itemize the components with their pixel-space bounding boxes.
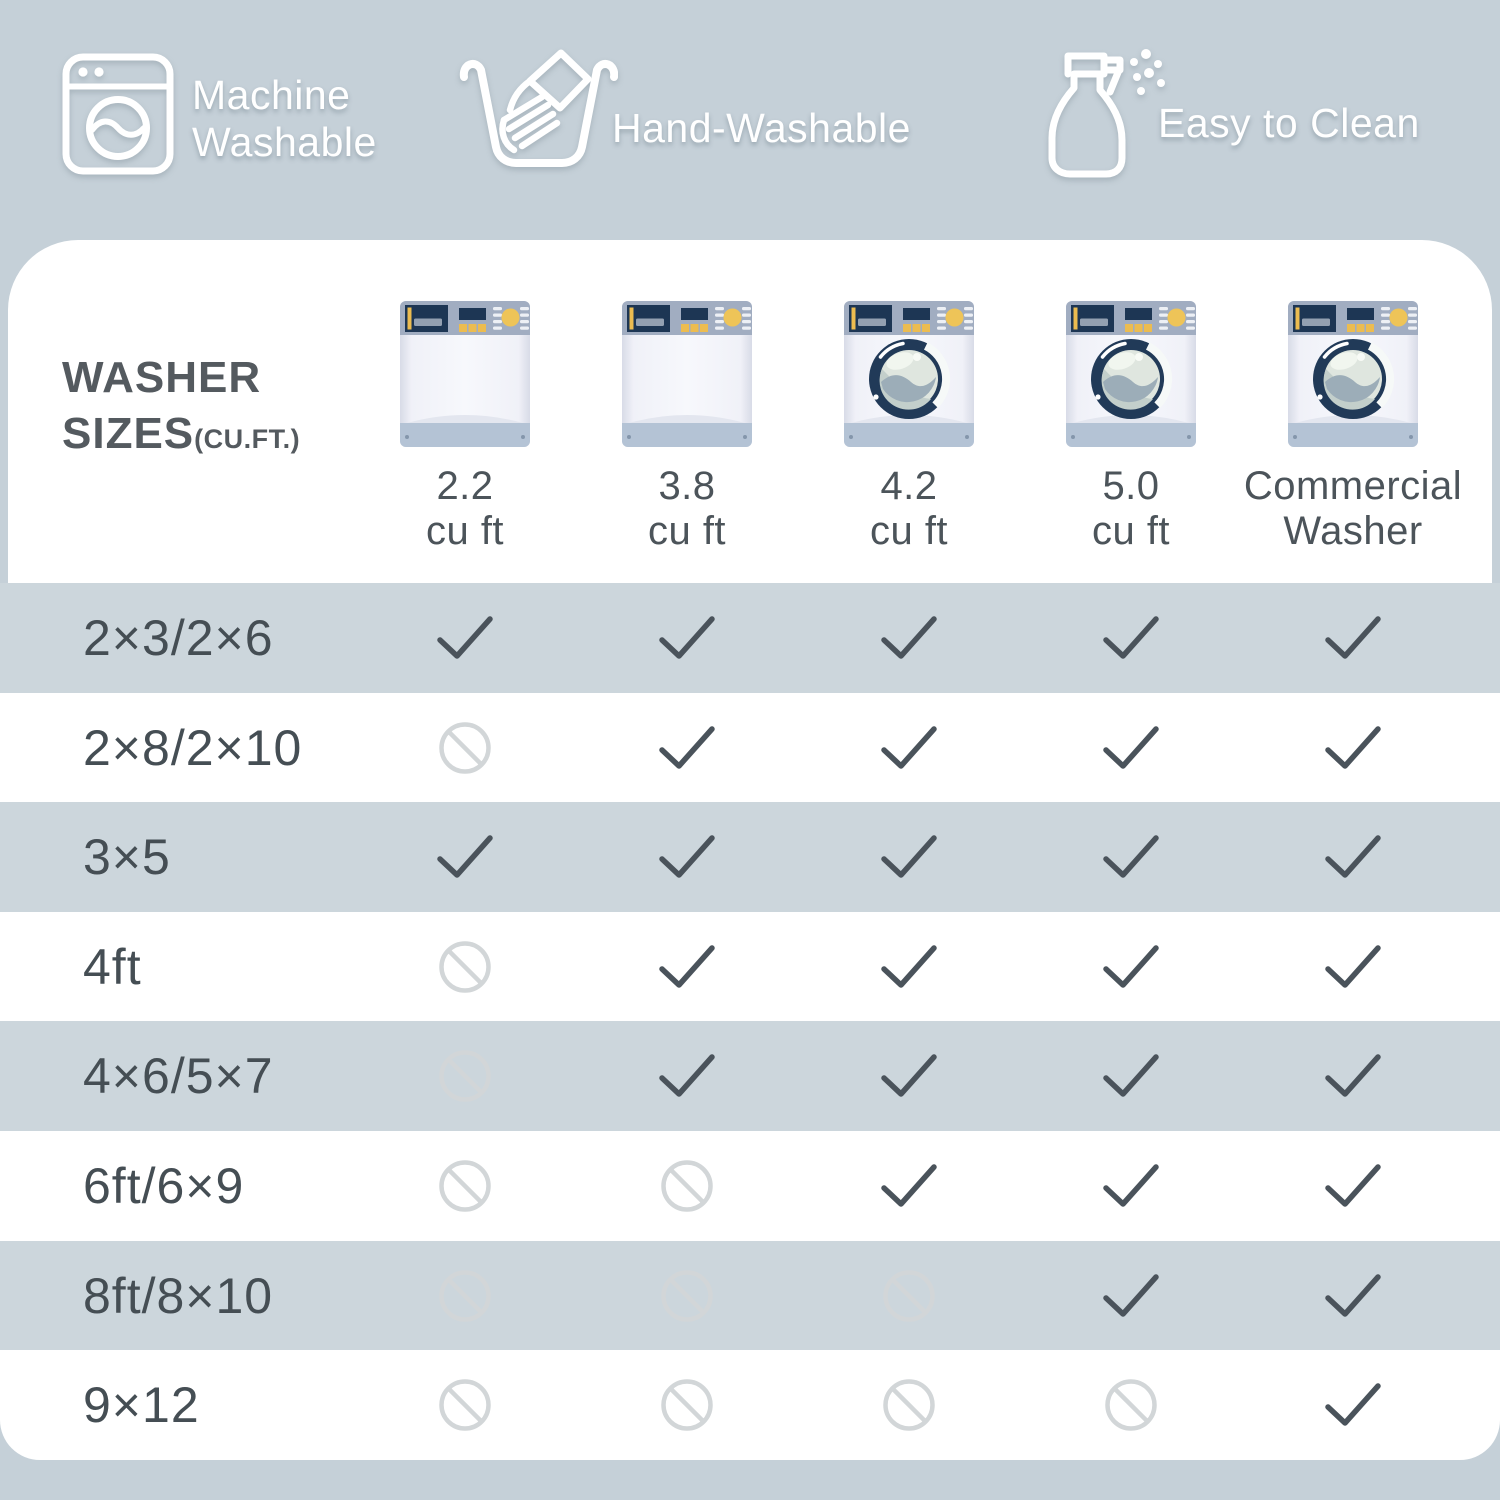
size-row-2×8/2×10: 2×8/2×10: [0, 692, 1500, 803]
check-icon: [1102, 725, 1160, 771]
rug-size-label: 2×8/2×10: [83, 719, 303, 776]
not-allowed-icon: [438, 940, 492, 994]
not-allowed-icon: [438, 1159, 492, 1213]
washer-sizes-title: WASHER SIZES: [62, 353, 262, 458]
top-load-washer-icon: [621, 287, 753, 449]
check-icon: [1102, 1053, 1160, 1099]
check-icon: [1324, 834, 1382, 880]
spray-mist-dots: [1130, 49, 1165, 95]
not-allowed-icon: [882, 1378, 936, 1432]
check-icon: [1324, 725, 1382, 771]
size-row-6ft/6×9: 6ft/6×9: [0, 1131, 1500, 1242]
feature-label: Hand-Washable: [612, 105, 911, 151]
front-load-washer-icon: [1287, 287, 1419, 449]
hand-wash-icon: [459, 49, 618, 167]
check-icon: [658, 725, 716, 771]
rug-size-label: 9×12: [83, 1377, 200, 1434]
check-icon: [1102, 944, 1160, 990]
rug-size-label: 3×5: [83, 829, 171, 886]
check-icon: [1324, 1053, 1382, 1099]
rug-size-label: 2×3/2×6: [83, 610, 274, 667]
washer-column-1: 2.2 cu ft: [345, 287, 585, 554]
check-icon: [658, 1053, 716, 1099]
check-icon: [1324, 1382, 1382, 1428]
front-load-washer-icon: [1065, 287, 1197, 449]
check-icon: [880, 615, 938, 661]
check-icon: [658, 615, 716, 661]
check-icon: [1324, 615, 1382, 661]
not-allowed-icon: [438, 1378, 492, 1432]
not-allowed-icon: [438, 721, 492, 775]
check-icon: [1102, 1163, 1160, 1209]
check-icon: [880, 1053, 938, 1099]
washer-size-label: 3.8 cu ft: [647, 464, 727, 553]
check-icon: [1324, 1273, 1382, 1319]
feature-label: Machine Washable: [192, 72, 377, 165]
rug-size-label: 6ft/6×9: [83, 1158, 245, 1215]
check-icon: [1324, 944, 1382, 990]
size-row-4ft: 4ft: [0, 911, 1500, 1022]
check-icon: [1102, 1273, 1160, 1319]
not-allowed-icon: [438, 1049, 492, 1103]
washer-size-label: 4.2 cu ft: [869, 464, 949, 553]
top-load-washer-icon: [399, 287, 531, 449]
check-icon: [1324, 1163, 1382, 1209]
check-icon: [658, 944, 716, 990]
rug-size-label: 8ft/8×10: [83, 1267, 274, 1324]
washer-size-label: 5.0 cu ft: [1091, 464, 1171, 553]
washer-size-label: Commercial Washer: [1243, 464, 1463, 553]
size-row-9×12: 9×12: [0, 1350, 1500, 1461]
check-icon: [436, 615, 494, 661]
washer-column-5: Commercial Washer: [1233, 287, 1473, 554]
check-icon: [880, 834, 938, 880]
size-row-4×6/5×7: 4×6/5×7: [0, 1021, 1500, 1132]
washer-size-label: 2.2 cu ft: [425, 464, 505, 553]
not-allowed-icon: [660, 1269, 714, 1323]
not-allowed-icon: [438, 1269, 492, 1323]
not-allowed-icon: [1104, 1378, 1158, 1432]
not-allowed-icon: [660, 1378, 714, 1432]
check-icon: [880, 1163, 938, 1209]
size-row-3×5: 3×5: [0, 802, 1500, 913]
check-icon: [658, 834, 716, 880]
washing-machine-icon: [62, 53, 174, 175]
washer-column-4: 5.0 cu ft: [1011, 287, 1251, 554]
rug-size-label: 4×6/5×7: [83, 1048, 274, 1105]
washer-sizes-unit: (CU.FT.): [194, 424, 301, 454]
feature-label: Easy to Clean: [1158, 100, 1420, 146]
table-corner-title: WASHER SIZES(CU.FT.): [62, 350, 300, 467]
rug-size-label: 4ft: [83, 938, 142, 995]
check-icon: [1102, 615, 1160, 661]
check-icon: [880, 725, 938, 771]
washer-column-3: 4.2 cu ft: [789, 287, 1029, 554]
not-allowed-icon: [660, 1159, 714, 1213]
front-load-washer-icon: [843, 287, 975, 449]
check-icon: [1102, 834, 1160, 880]
not-allowed-icon: [882, 1269, 936, 1323]
check-icon: [436, 834, 494, 880]
washer-column-2: 3.8 cu ft: [567, 287, 807, 554]
spray-bottle-icon: [1048, 49, 1165, 178]
size-row-8ft/8×10: 8ft/8×10: [0, 1240, 1500, 1351]
check-icon: [880, 944, 938, 990]
size-row-2×3/2×6: 2×3/2×6: [0, 583, 1500, 694]
